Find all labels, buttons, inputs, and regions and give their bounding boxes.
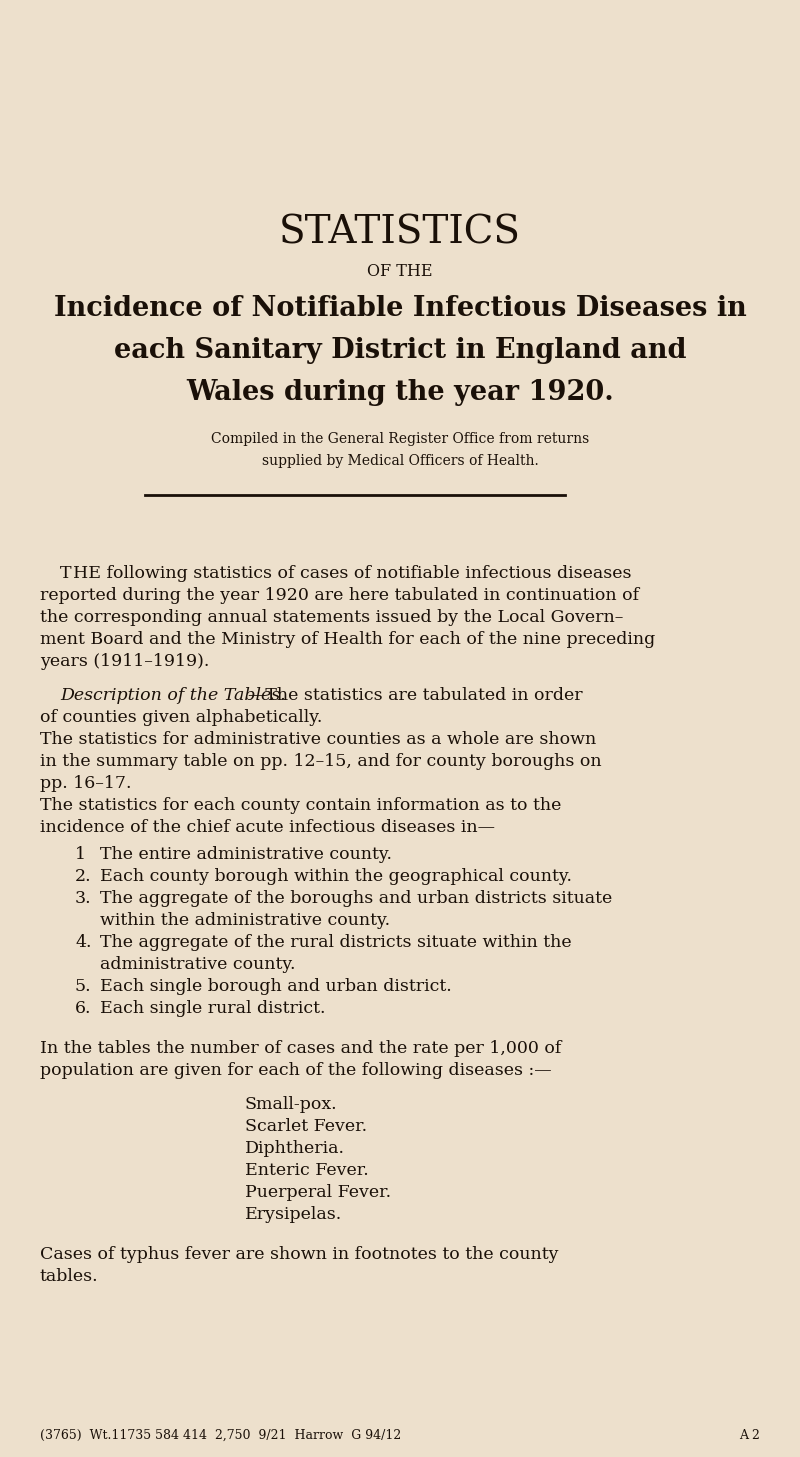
Text: Each single borough and urban district.: Each single borough and urban district. bbox=[100, 978, 452, 995]
Text: Wales during the year 1920.: Wales during the year 1920. bbox=[186, 379, 614, 407]
Text: Scarlet Fever.: Scarlet Fever. bbox=[245, 1118, 367, 1135]
Text: STATISTICS: STATISTICS bbox=[279, 216, 521, 252]
Text: Small-pox.: Small-pox. bbox=[245, 1096, 338, 1113]
Text: Description of the Tables.: Description of the Tables. bbox=[60, 688, 286, 704]
Text: administrative county.: administrative county. bbox=[100, 956, 295, 973]
Text: in the summary table on pp. 12–15, and for county boroughs on: in the summary table on pp. 12–15, and f… bbox=[40, 753, 602, 769]
Text: The entire administrative county.: The entire administrative county. bbox=[100, 847, 392, 863]
Text: Compiled in the General Register Office from returns: Compiled in the General Register Office … bbox=[211, 431, 589, 446]
Text: pp. 16–17.: pp. 16–17. bbox=[40, 775, 131, 793]
Text: Each single rural district.: Each single rural district. bbox=[100, 1000, 326, 1017]
Text: Diphtheria.: Diphtheria. bbox=[245, 1139, 345, 1157]
Text: Incidence of Notifiable Infectious Diseases in: Incidence of Notifiable Infectious Disea… bbox=[54, 294, 746, 322]
Text: —The statistics are tabulated in order: —The statistics are tabulated in order bbox=[248, 688, 582, 704]
Text: incidence of the chief acute infectious diseases in—: incidence of the chief acute infectious … bbox=[40, 819, 495, 836]
Text: 6.: 6. bbox=[75, 1000, 91, 1017]
Text: In the tables the number of cases and the rate per 1,000 of: In the tables the number of cases and th… bbox=[40, 1040, 562, 1056]
Text: of counties given alphabetically.: of counties given alphabetically. bbox=[40, 710, 322, 726]
Text: HE following statistics of cases of notifiable infectious diseases: HE following statistics of cases of noti… bbox=[73, 565, 631, 581]
Text: reported during the year 1920 are here tabulated in continuation of: reported during the year 1920 are here t… bbox=[40, 587, 639, 605]
Text: T: T bbox=[60, 565, 71, 581]
Text: Each county borough within the geographical county.: Each county borough within the geographi… bbox=[100, 868, 572, 884]
Text: supplied by Medical Officers of Health.: supplied by Medical Officers of Health. bbox=[262, 455, 538, 468]
Text: The statistics for administrative counties as a whole are shown: The statistics for administrative counti… bbox=[40, 731, 596, 747]
Text: The statistics for each county contain information as to the: The statistics for each county contain i… bbox=[40, 797, 562, 814]
Text: ment Board and the Ministry of Health for each of the nine preceding: ment Board and the Ministry of Health fo… bbox=[40, 631, 655, 648]
Text: within the administrative county.: within the administrative county. bbox=[100, 912, 390, 930]
Text: (3765)  Wt.11735 584 414  2,750  9/21  Harrow  G 94/12: (3765) Wt.11735 584 414 2,750 9/21 Harro… bbox=[40, 1429, 402, 1442]
Text: population are given for each of the following diseases :—: population are given for each of the fol… bbox=[40, 1062, 552, 1080]
Text: each Sanitary District in England and: each Sanitary District in England and bbox=[114, 337, 686, 364]
Text: The aggregate of the rural districts situate within the: The aggregate of the rural districts sit… bbox=[100, 934, 572, 951]
Text: 2.: 2. bbox=[75, 868, 92, 884]
Text: 1: 1 bbox=[75, 847, 86, 863]
Text: the corresponding annual statements issued by the Local Govern–: the corresponding annual statements issu… bbox=[40, 609, 623, 627]
Text: Puerperal Fever.: Puerperal Fever. bbox=[245, 1185, 391, 1201]
Text: OF THE: OF THE bbox=[367, 264, 433, 280]
Text: Erysipelas.: Erysipelas. bbox=[245, 1206, 342, 1222]
Text: A 2: A 2 bbox=[739, 1429, 760, 1442]
Text: years (1911–1919).: years (1911–1919). bbox=[40, 653, 210, 670]
Text: 5.: 5. bbox=[75, 978, 92, 995]
Text: Enteric Fever.: Enteric Fever. bbox=[245, 1163, 369, 1179]
Text: 3.: 3. bbox=[75, 890, 92, 908]
Text: tables.: tables. bbox=[40, 1268, 98, 1285]
Text: 4.: 4. bbox=[75, 934, 91, 951]
Text: Cases of typhus fever are shown in footnotes to the county: Cases of typhus fever are shown in footn… bbox=[40, 1246, 558, 1263]
Text: The aggregate of the boroughs and urban districts situate: The aggregate of the boroughs and urban … bbox=[100, 890, 612, 908]
